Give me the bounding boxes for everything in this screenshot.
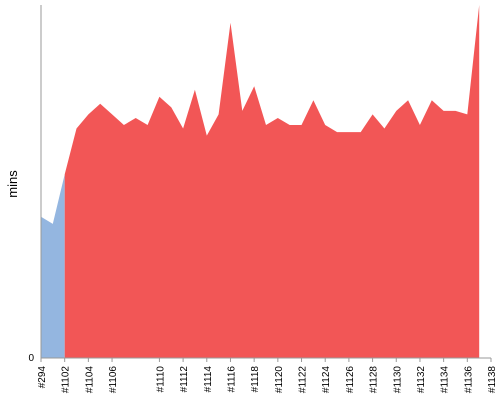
x-tick-label: #1104 bbox=[84, 366, 95, 394]
y-axis-title: mins bbox=[5, 170, 20, 198]
x-tick-label: #1118 bbox=[250, 366, 261, 393]
x-tick-label: #1116 bbox=[226, 366, 237, 393]
x-tick-label: #1128 bbox=[369, 366, 380, 394]
x-tick-label: #1120 bbox=[274, 366, 285, 394]
x-tick-label: #1138 bbox=[487, 366, 498, 394]
y-tick-label: 0 bbox=[28, 353, 34, 364]
x-tick-label: #1114 bbox=[203, 366, 214, 393]
x-tick-label: #1134 bbox=[440, 366, 451, 394]
x-tick-label: #1106 bbox=[108, 366, 119, 394]
x-tick-label: #1130 bbox=[392, 366, 403, 394]
area-series-group bbox=[41, 5, 480, 358]
x-tick-label: #1126 bbox=[345, 366, 356, 394]
area-series-2 bbox=[64, 5, 480, 358]
x-tick-label: #1124 bbox=[321, 366, 332, 394]
x-tick-label: #1102 bbox=[61, 366, 72, 394]
x-tick-label: #1132 bbox=[416, 366, 427, 394]
x-tick-label: #1122 bbox=[298, 366, 309, 394]
x-axis-ticks: #294 #1102 #1104 #1106 #1110 #1112 #1114 #1116 #… bbox=[37, 358, 498, 393]
x-tick-label: #1112 bbox=[179, 366, 190, 393]
x-tick-label: #1136 bbox=[463, 366, 474, 394]
y-axis-ticks: 0 bbox=[28, 353, 34, 364]
area-series-1 bbox=[41, 174, 65, 358]
x-tick-label: #1110 bbox=[155, 366, 166, 393]
x-tick-label: #294 bbox=[37, 366, 48, 389]
